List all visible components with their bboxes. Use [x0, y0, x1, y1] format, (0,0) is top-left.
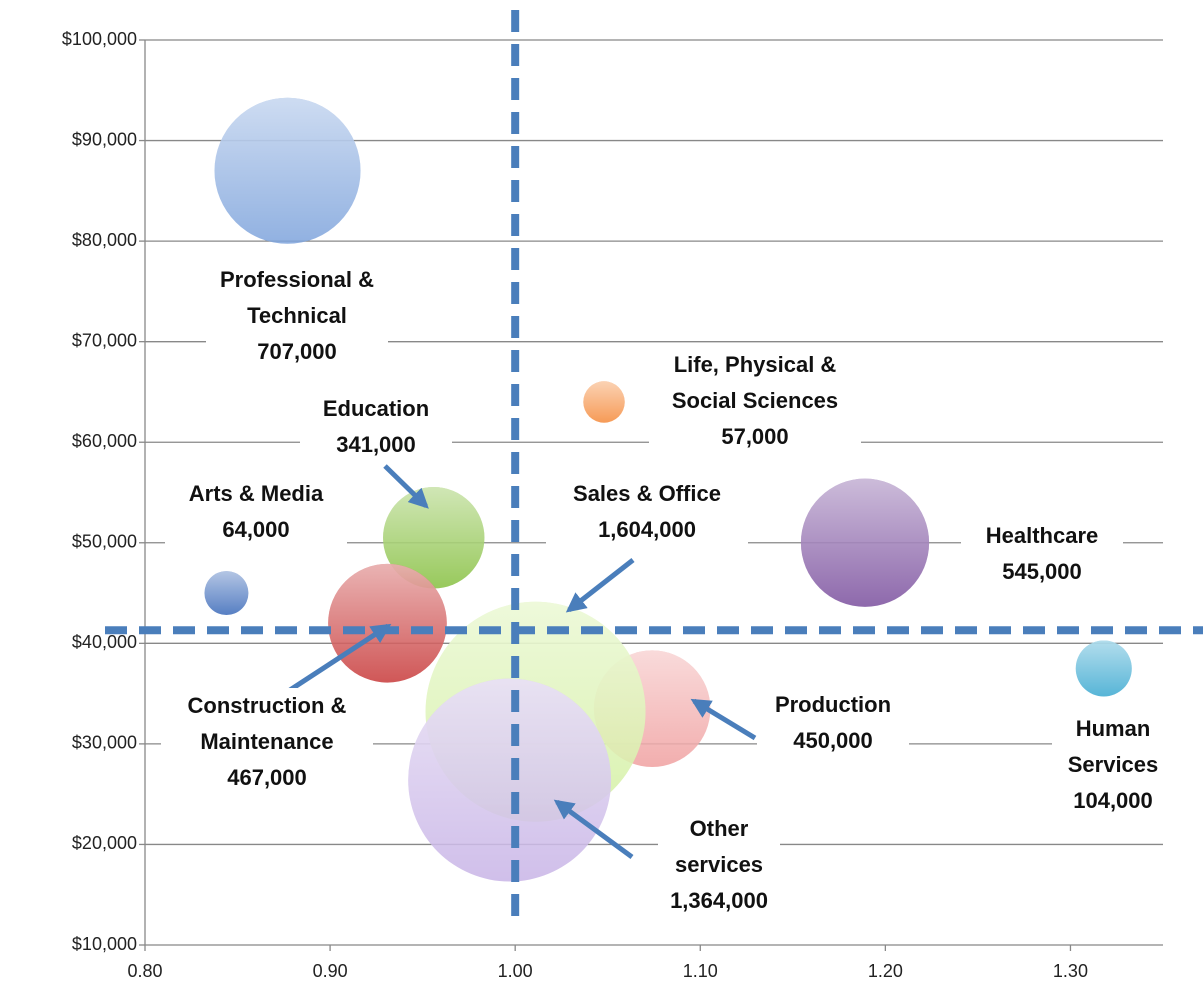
- y-tick-label: $80,000: [72, 230, 137, 250]
- y-tick-label: $60,000: [72, 431, 137, 451]
- bubble-shine: [204, 571, 249, 616]
- bubble-shine: [408, 678, 612, 882]
- y-tick-label: $100,000: [62, 29, 137, 49]
- bubble-shine: [800, 478, 930, 607]
- bubble-shine: [214, 97, 361, 244]
- y-tick-label: $70,000: [72, 330, 137, 350]
- x-tick-label: 1.00: [498, 961, 533, 981]
- y-tick-label: $90,000: [72, 129, 137, 149]
- reference-lines: [105, 10, 1203, 920]
- x-tick-label: 1.10: [683, 961, 718, 981]
- y-tick-label: $50,000: [72, 532, 137, 552]
- bubble-size-label: 467,000: [227, 765, 307, 790]
- bubble-shine: [583, 381, 625, 423]
- bubble-name: Arts & Media: [188, 481, 324, 506]
- bubble-label: Other services 1,364,000: [658, 811, 780, 919]
- bubble-shine: [328, 563, 447, 683]
- arrow: [565, 558, 635, 613]
- bubble-label: Life, Physical & Social Sciences 57,000: [649, 347, 861, 455]
- y-tick-label: $30,000: [72, 733, 137, 753]
- arrow: [690, 698, 757, 741]
- bubble-name: Life, Physical & Social Sciences: [671, 352, 839, 413]
- bubble-size-label: 64,000: [222, 517, 290, 542]
- x-tick-label: 1.20: [868, 961, 903, 981]
- bubble-label: Healthcare 545,000: [961, 518, 1123, 590]
- bubble-name: Production: [774, 692, 892, 717]
- arrow: [553, 799, 634, 860]
- bubble-label: Professional & Technical 707,000: [206, 262, 388, 370]
- bubble-name: Construction & Maintenance: [187, 693, 347, 754]
- bubble-size-label: 104,000: [1073, 788, 1153, 813]
- y-tick-label: $10,000: [72, 934, 137, 954]
- y-tick-label: $40,000: [72, 632, 137, 652]
- bubbles: [204, 97, 1132, 882]
- bubble-label: Construction & Maintenance 467,000: [161, 688, 373, 796]
- bubble-shine: [1075, 640, 1132, 697]
- bubble-label: Arts & Media 64,000: [165, 476, 347, 548]
- bubble-label: Sales & Office 1,604,000: [546, 476, 748, 548]
- x-tick-label: 0.90: [313, 961, 348, 981]
- bubble-size-label: 1,604,000: [598, 517, 696, 542]
- bubble-shine: [383, 487, 485, 589]
- x-tick-label: 0.80: [127, 961, 162, 981]
- bubble-name: Other services: [674, 816, 764, 877]
- bubble-size-label: 1,364,000: [670, 888, 768, 913]
- bubble-name: Healthcare: [985, 523, 1099, 548]
- arrow: [288, 623, 392, 693]
- bubble-name: Professional & Technical: [219, 267, 375, 328]
- y-tick-label: $20,000: [72, 833, 137, 853]
- grid: $10,000 $20,000 $30,000 $40,000 $50,000 $60,0…: [62, 29, 1163, 981]
- bubble-size-label: 57,000: [721, 424, 789, 449]
- bubble-name: Education: [322, 396, 430, 421]
- bubble-label: Production 450,000: [757, 687, 909, 759]
- bubble-name: Human Services: [1067, 716, 1159, 777]
- bubble-name: Sales & Office: [573, 481, 721, 506]
- bubble-size-label: 545,000: [1002, 559, 1082, 584]
- x-tick-label: 1.30: [1053, 961, 1088, 981]
- bubble-size-label: 341,000: [336, 432, 416, 457]
- arrows: [288, 464, 757, 860]
- bubble-size-label: 450,000: [793, 728, 873, 753]
- bubble-label: Human Services 104,000: [1052, 711, 1174, 819]
- bubble-size-label: 707,000: [257, 339, 337, 364]
- bubble-label: Education 341,000: [300, 391, 452, 463]
- arrow: [383, 464, 429, 509]
